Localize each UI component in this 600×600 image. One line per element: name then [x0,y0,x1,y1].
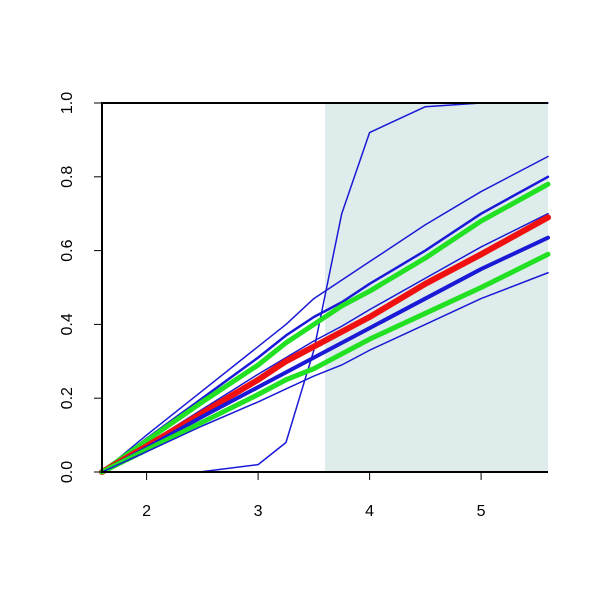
y-tick-label: 0.6 [59,239,76,261]
x-tick-label: 3 [254,503,263,520]
data-line [100,235,550,474]
y-tick-label: 0.8 [59,166,76,188]
x-tick-label: 2 [142,503,151,520]
data-line [99,251,551,475]
x-tick-label: 5 [477,503,486,520]
data-line [101,155,549,473]
data-line [100,175,550,474]
data-line [101,271,549,473]
axis-frame [101,102,548,473]
y-tick-label: 0.4 [59,313,76,335]
data-line [99,181,551,475]
shaded-region [325,103,548,472]
y-tick-label: 0.2 [59,387,76,409]
data-line [99,214,551,475]
y-tick-label: 0.0 [59,461,76,483]
x-tick-label: 4 [365,503,374,520]
y-tick-label: 1.0 [59,92,76,114]
